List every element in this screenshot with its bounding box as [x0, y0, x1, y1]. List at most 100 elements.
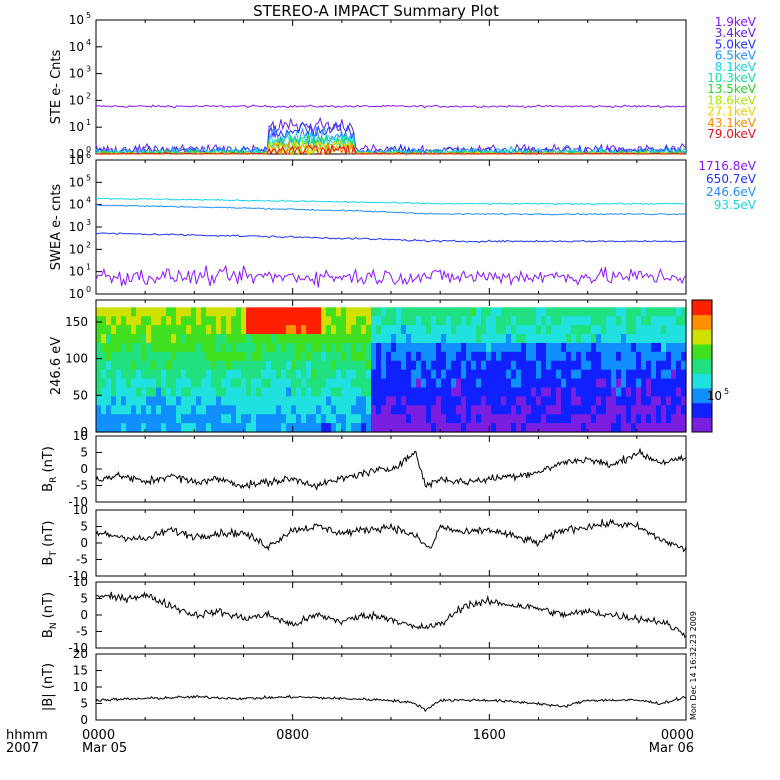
heatmap-cell — [301, 396, 307, 406]
heatmap-cell — [126, 325, 132, 335]
heatmap-cell — [221, 414, 227, 424]
heatmap-cell — [96, 405, 102, 415]
heatmap-cell — [556, 405, 562, 415]
heatmap-cell — [321, 405, 327, 415]
heatmap-cell — [101, 387, 107, 397]
heatmap-cell — [581, 351, 587, 362]
colorbar-frame — [691, 299, 713, 433]
heatmap-cell — [531, 334, 537, 344]
heatmap-cell — [421, 414, 427, 424]
heatmap-cell — [341, 414, 347, 424]
heatmap-cell — [191, 307, 197, 317]
heatmap-cell — [601, 423, 607, 433]
heatmap-cell — [191, 423, 197, 433]
heatmap-cell — [556, 342, 562, 353]
heatmap-cell — [406, 369, 412, 380]
heatmap-cell — [106, 360, 112, 371]
heatmap-cell — [636, 334, 642, 344]
heatmap-cell — [671, 369, 677, 380]
heatmap-cell — [651, 351, 657, 362]
heatmap-cell — [481, 334, 487, 344]
heatmap-cell — [581, 334, 587, 344]
heatmap-cell — [666, 378, 672, 389]
heatmap-cell — [471, 423, 477, 433]
heatmap-cell — [611, 423, 617, 433]
heatmap-cell — [361, 351, 367, 362]
heatmap-cell — [561, 307, 567, 317]
heatmap-cell — [591, 396, 597, 406]
heatmap-cell — [166, 307, 172, 317]
heatmap-cell — [411, 414, 417, 424]
heatmap-cell — [406, 342, 412, 353]
y-tick-label: 0 — [80, 425, 88, 439]
colorbar-segment — [692, 358, 712, 374]
heatmap-cell — [141, 351, 147, 362]
heatmap-cell — [176, 325, 182, 335]
heatmap-cell — [526, 405, 532, 415]
heatmap-cell — [116, 342, 122, 353]
heatmap-cell — [156, 387, 162, 397]
heatmap-cell — [191, 396, 197, 406]
heatmap-cell — [536, 405, 542, 415]
heatmap-cell — [136, 378, 142, 389]
heatmap-cell — [601, 378, 607, 389]
heatmap-cell — [241, 378, 247, 389]
heatmap-cell — [291, 378, 297, 389]
heatmap-cell — [676, 307, 682, 317]
heatmap-cell — [396, 405, 402, 415]
heatmap-cell — [211, 316, 217, 326]
heatmap-cell — [376, 369, 382, 380]
heatmap-cell — [281, 325, 287, 335]
heatmap-cell — [146, 378, 152, 389]
heatmap-cell — [366, 387, 372, 397]
heatmap-cell — [426, 423, 432, 433]
heatmap-cell — [341, 405, 347, 415]
y-tick-label: 5 — [80, 520, 88, 534]
heatmap-cell — [586, 405, 592, 415]
heatmap-cell — [396, 423, 402, 433]
heatmap-cell — [196, 396, 202, 406]
heatmap-cell — [356, 414, 362, 424]
heatmap-cell — [241, 405, 247, 415]
heatmap-cell — [306, 307, 312, 317]
heatmap-cell — [581, 396, 587, 406]
heatmap-cell — [316, 378, 322, 389]
heatmap-cell — [596, 378, 602, 389]
heatmap-cell — [661, 369, 667, 380]
y-tick-label: 0 — [80, 462, 88, 476]
heatmap-cell — [526, 316, 532, 326]
heatmap-cell — [681, 316, 687, 326]
y-axis-label: STE e- Cnts — [49, 49, 64, 124]
heatmap-cell — [181, 360, 187, 371]
heatmap-cell — [116, 307, 122, 317]
heatmap-cell — [351, 360, 357, 371]
heatmap-cell — [346, 423, 352, 433]
heatmap-cell — [511, 414, 517, 424]
heatmap-cell — [351, 334, 357, 344]
heatmap-cell — [271, 325, 277, 335]
heatmap-cell — [601, 405, 607, 415]
heatmap-cell — [326, 316, 332, 326]
y-tick-label: -10 — [68, 641, 88, 655]
heatmap-cell — [166, 342, 172, 353]
heatmap-cell — [476, 396, 482, 406]
heatmap-cell — [631, 396, 637, 406]
heatmap-cell — [111, 387, 117, 397]
heatmap-cell — [601, 369, 607, 380]
heatmap-cell — [576, 307, 582, 317]
heatmap-cell — [331, 369, 337, 380]
heatmap-cell — [146, 369, 152, 380]
heatmap-cell — [621, 414, 627, 424]
heatmap-cell — [256, 342, 262, 353]
heatmap-cell — [606, 316, 612, 326]
heatmap-cell — [616, 369, 622, 380]
y-tick-label: 100 — [65, 352, 88, 366]
heatmap-cell — [291, 414, 297, 424]
heatmap-cell — [486, 414, 492, 424]
heatmap-cell — [251, 423, 257, 433]
heatmap-cell — [141, 396, 147, 406]
heatmap-cell — [266, 342, 272, 353]
heatmap-cell — [546, 396, 552, 406]
heatmap-cell — [631, 423, 637, 433]
heatmap-cell — [166, 325, 172, 335]
